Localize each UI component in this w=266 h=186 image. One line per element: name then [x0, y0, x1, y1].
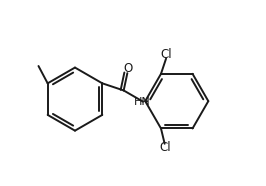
Text: Cl: Cl [161, 48, 172, 61]
Text: Cl: Cl [159, 141, 171, 154]
Text: HN: HN [134, 97, 151, 107]
Text: O: O [123, 62, 132, 75]
